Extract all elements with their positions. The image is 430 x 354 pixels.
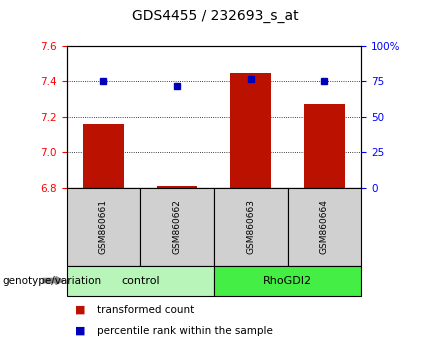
Text: percentile rank within the sample: percentile rank within the sample (97, 326, 273, 336)
Bar (214, 188, 288, 266)
Bar (304, 104, 344, 188)
Text: GDS4455 / 232693_s_at: GDS4455 / 232693_s_at (132, 9, 298, 23)
Text: GSM860663: GSM860663 (246, 199, 255, 254)
Text: GSM860662: GSM860662 (172, 199, 181, 254)
Text: ■: ■ (75, 326, 86, 336)
Bar (67, 188, 140, 266)
Bar (214, 266, 361, 296)
Bar (83, 124, 124, 188)
Text: GSM860661: GSM860661 (99, 199, 108, 254)
Bar (157, 186, 197, 188)
Text: transformed count: transformed count (97, 305, 194, 315)
Text: RhoGDI2: RhoGDI2 (263, 275, 312, 286)
Bar (140, 188, 214, 266)
Text: GSM860664: GSM860664 (320, 199, 329, 254)
Text: control: control (121, 275, 160, 286)
Text: ■: ■ (75, 305, 86, 315)
Bar (67, 266, 214, 296)
Bar (230, 73, 271, 188)
Text: genotype/variation: genotype/variation (2, 275, 101, 286)
Bar (288, 188, 361, 266)
